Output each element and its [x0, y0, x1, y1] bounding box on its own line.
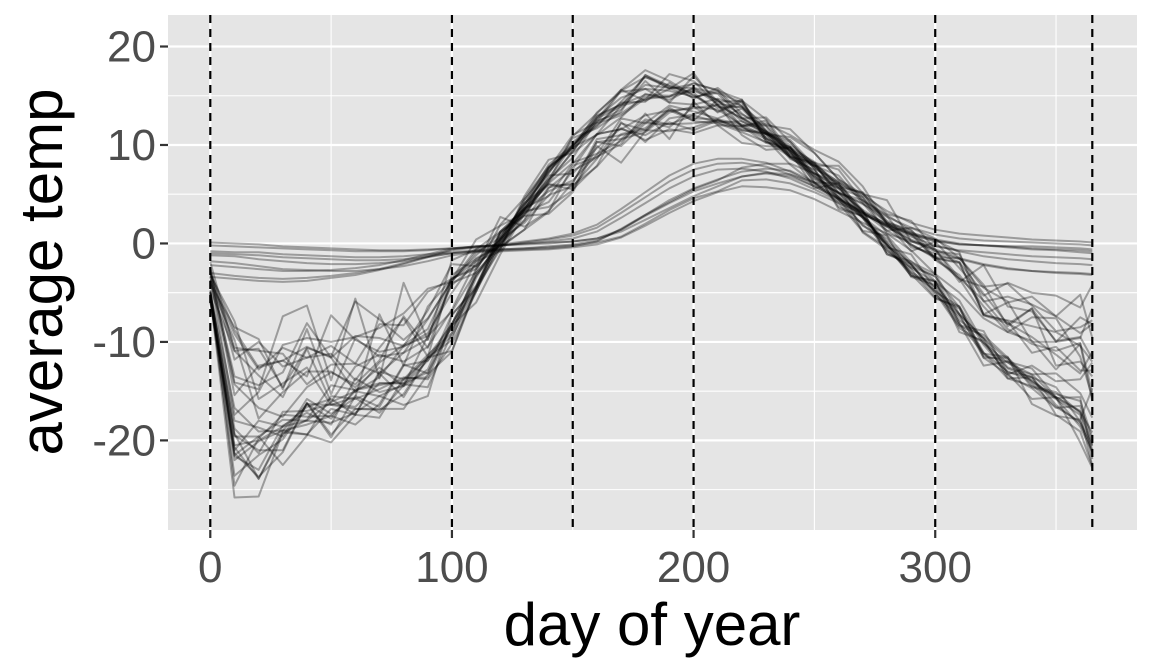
y-tick-label: 0 [132, 219, 156, 268]
series-line-37 [210, 157, 1093, 280]
series-line-2 [209, 105, 1094, 397]
series-line-6 [209, 103, 1094, 418]
series-line-32 [210, 178, 1093, 259]
series-line-14 [209, 106, 1094, 403]
series-line-17 [209, 73, 1094, 487]
series-lines [209, 69, 1094, 499]
reference-lines [209, 15, 1094, 530]
series-line-26 [209, 83, 1094, 467]
y-tick-label: -20 [92, 416, 156, 465]
series-line-30 [209, 87, 1094, 455]
series-line-16 [209, 86, 1094, 452]
series-line-7 [209, 103, 1094, 416]
series-line-31 [210, 167, 1093, 266]
y-tick-label: 20 [107, 23, 156, 72]
series-line-24 [209, 81, 1094, 438]
x-tick-label: 100 [415, 543, 488, 592]
series-line-8 [209, 100, 1093, 382]
series-line-12 [209, 105, 1093, 371]
series-line-22 [209, 82, 1094, 478]
series-line-19 [209, 76, 1094, 471]
series-line-39 [210, 161, 1093, 283]
series-line-3 [209, 108, 1094, 389]
series-line-1 [209, 124, 1094, 391]
plot-panel [168, 15, 1137, 530]
x-tick-label: 200 [657, 543, 730, 592]
series-line-34 [210, 172, 1093, 262]
series-line-18 [209, 69, 1094, 438]
series-line-25 [209, 74, 1094, 480]
x-axis-title: day of year [504, 591, 801, 658]
series-line-20 [209, 75, 1094, 466]
series-line-33 [210, 162, 1093, 252]
y-tick-label: 10 [107, 121, 156, 170]
series-line-5 [209, 104, 1094, 406]
series-line-4 [209, 117, 1094, 420]
series-line-38 [210, 167, 1093, 272]
axis-ticks [160, 45, 937, 538]
series-line-21 [209, 81, 1094, 480]
series-line-35 [210, 171, 1093, 253]
series-line-36 [210, 185, 1093, 272]
y-tick-label: -10 [92, 318, 156, 367]
series-line-23 [209, 80, 1094, 467]
y-axis-title: average temp [8, 89, 75, 456]
series-line-9 [209, 98, 1094, 386]
series-line-10 [209, 114, 1093, 396]
x-tick-label: 0 [198, 543, 222, 592]
series-line-15 [209, 89, 1094, 433]
series-line-11 [209, 119, 1094, 394]
series-line-13 [209, 118, 1093, 369]
series-line-27 [209, 72, 1094, 499]
series-line-29 [209, 87, 1094, 477]
x-tick-label: 300 [899, 543, 972, 592]
series-line-28 [209, 76, 1094, 452]
